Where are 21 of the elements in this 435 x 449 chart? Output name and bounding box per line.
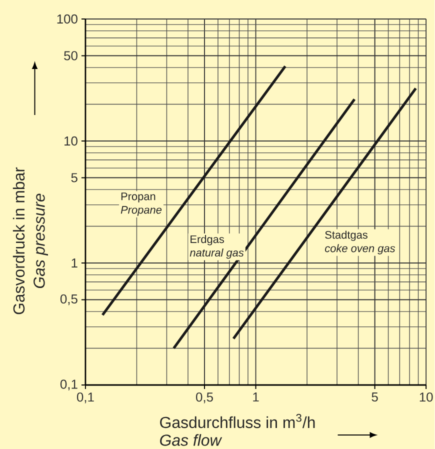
text: Gas flow bbox=[160, 434, 222, 446]
y-tick-label: 100 bbox=[57, 14, 78, 24]
y-tick-label: 1 bbox=[72, 258, 78, 268]
x-axis-title: Gasdurchfluss in m$^{3}$/h bbox=[160, 414, 315, 428]
text: Propan bbox=[122, 192, 156, 202]
y-axis-title: Gasvordruck in mbar bbox=[13, 167, 25, 314]
annotation: natural gas bbox=[190, 248, 244, 259]
annotation: Propane bbox=[120, 206, 162, 216]
series-label: Stadtgas bbox=[325, 230, 368, 241]
x-tick-label: 5 bbox=[372, 392, 378, 402]
text: Gas pressure bbox=[34, 194, 48, 288]
series-label: Erdgas bbox=[190, 235, 224, 246]
x-tick-label: 1 bbox=[253, 392, 259, 402]
y-tick-label: 50 bbox=[64, 51, 78, 60]
y-tick-label: 0,1 bbox=[60, 380, 78, 390]
x-tick-label: 0,5 bbox=[196, 392, 214, 404]
y-tick-label: 5 bbox=[71, 173, 78, 182]
annotation: coke oven gas bbox=[325, 244, 396, 254]
y-tick-label: 10 bbox=[64, 136, 78, 146]
x-tick-label: 10 bbox=[420, 392, 433, 402]
y-tick-label: 0,5 bbox=[60, 294, 78, 306]
